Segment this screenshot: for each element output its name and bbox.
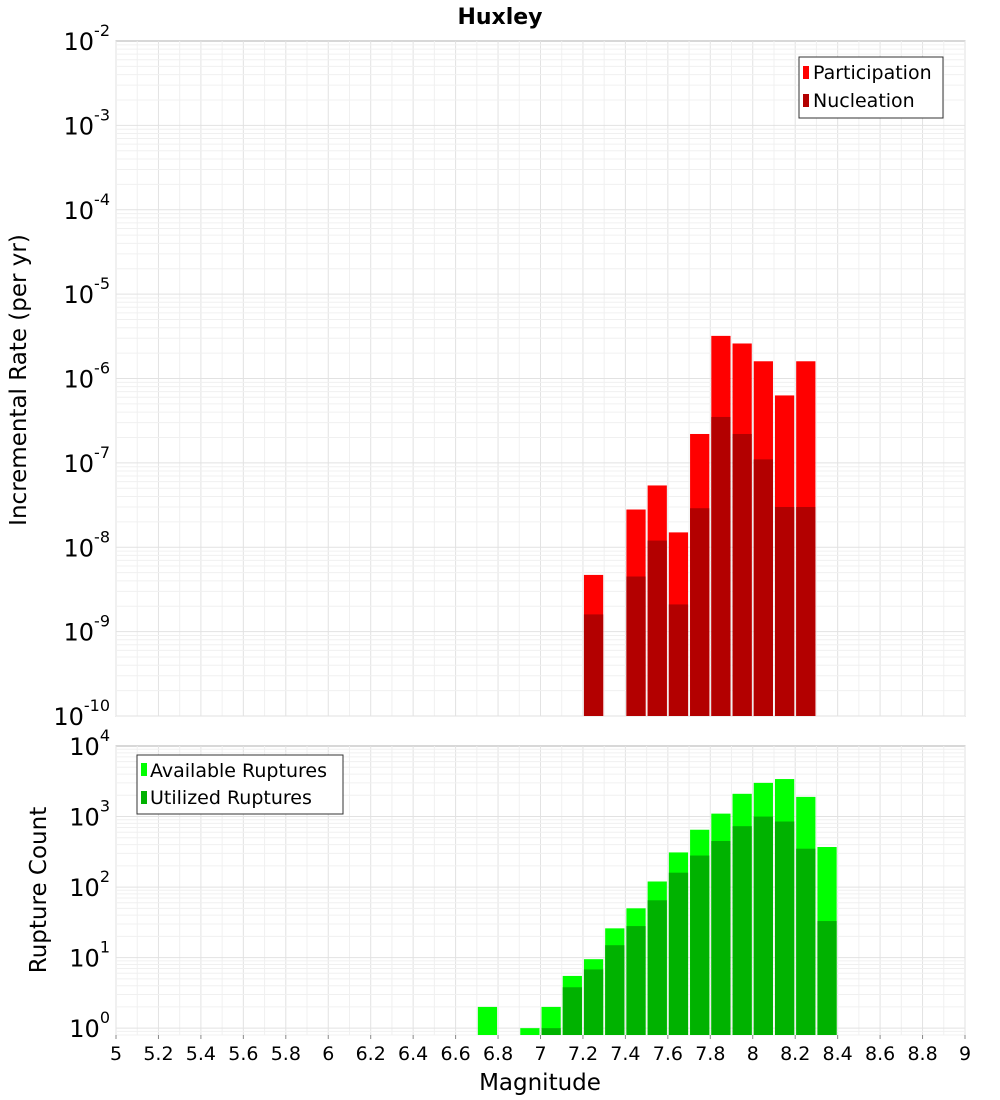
bar-utilized-ruptures xyxy=(774,821,795,1035)
count-panel: 100 101 102 103 104 5 5.2 5.4 5.6 5.8 6 6.2 6.4 6.6 6… xyxy=(26,726,971,1096)
count-y-axis-label: Rupture Count xyxy=(26,807,52,973)
x-tick-label: 5.4 xyxy=(186,1043,216,1065)
bar-nucleation xyxy=(668,604,689,716)
bar-utilized-ruptures xyxy=(732,826,752,1035)
bar-utilized-ruptures xyxy=(711,841,731,1035)
bar-nucleation xyxy=(690,508,710,716)
count-bars xyxy=(477,779,837,1035)
x-tick-label: 6.2 xyxy=(356,1043,386,1065)
legend-label-participation: Participation xyxy=(813,62,932,84)
bar-nucleation xyxy=(753,459,773,716)
y-tick-label: 10-5 xyxy=(64,274,111,309)
y-tick-label: 100 xyxy=(69,1008,110,1043)
x-tick-label: 6 xyxy=(322,1043,334,1065)
bar-utilized-ruptures xyxy=(541,1028,561,1035)
x-tick-label: 8.4 xyxy=(823,1043,853,1065)
legend-swatch-utilized xyxy=(141,791,147,804)
bar-utilized-ruptures xyxy=(562,987,582,1035)
x-tick-label: 5.8 xyxy=(271,1043,301,1065)
y-tick-label: 10-7 xyxy=(64,443,111,478)
count-y-ticks: 100 101 102 103 104 xyxy=(69,726,110,1043)
x-tick-label: 8.8 xyxy=(907,1043,937,1065)
x-axis-label: Magnitude xyxy=(479,1070,601,1096)
bar-nucleation xyxy=(774,506,795,716)
x-tick-label: 5 xyxy=(110,1043,122,1065)
bar-available-ruptures xyxy=(541,1006,561,1035)
bar-nucleation xyxy=(583,614,604,716)
count-legend: Available Ruptures Utilized Ruptures xyxy=(136,754,344,815)
x-tick-label: 7.4 xyxy=(610,1043,640,1065)
x-tick-label: 7.8 xyxy=(695,1043,725,1065)
x-tick-label: 8.6 xyxy=(865,1043,895,1065)
count-x-ticks: 5 5.2 5.4 5.6 5.8 6 6.2 6.4 6.6 6.8 7 7.2 7.4 7.6 7.8 8… xyxy=(110,1035,971,1065)
bar-utilized-ruptures xyxy=(626,926,646,1035)
chart-title: Huxley xyxy=(457,5,542,30)
bar-nucleation xyxy=(626,576,646,716)
bar-nucleation xyxy=(711,416,731,716)
y-tick-label: 10-6 xyxy=(64,359,111,394)
y-tick-label: 10-2 xyxy=(64,21,111,56)
x-tick-label: 5.6 xyxy=(228,1043,258,1065)
x-tick-label: 5.2 xyxy=(143,1043,173,1065)
rate-legend: Participation Nucleation xyxy=(798,56,944,119)
x-tick-label: 7 xyxy=(534,1043,546,1065)
y-tick-label: 103 xyxy=(69,797,110,832)
bar-nucleation xyxy=(732,433,752,716)
bar-utilized-ruptures xyxy=(817,921,837,1035)
legend-label-available: Available Ruptures xyxy=(150,760,327,782)
y-tick-label: 10-4 xyxy=(64,190,111,225)
y-tick-label: 10-3 xyxy=(64,105,111,140)
legend-swatch-nucleation xyxy=(803,94,809,107)
bar-utilized-ruptures xyxy=(690,855,710,1035)
bar-utilized-ruptures xyxy=(605,945,625,1035)
bar-utilized-ruptures xyxy=(753,816,773,1035)
legend-label-utilized: Utilized Ruptures xyxy=(150,787,312,809)
rate-y-axis-label: Incremental Rate (per yr) xyxy=(6,234,32,526)
x-tick-label: 8.2 xyxy=(780,1043,810,1065)
y-tick-label: 10-10 xyxy=(53,696,110,731)
legend-label-nucleation: Nucleation xyxy=(813,90,915,112)
x-tick-label: 7.2 xyxy=(568,1043,598,1065)
bar-nucleation xyxy=(796,506,816,716)
rate-y-ticks: 10-10 10-9 10-8 10-7 10-6 10-5 10-4 10-3 10-2 xyxy=(53,21,110,731)
x-tick-label: 6.8 xyxy=(483,1043,513,1065)
bar-available-ruptures xyxy=(520,1028,540,1035)
bar-utilized-ruptures xyxy=(647,900,667,1035)
bar-nucleation xyxy=(647,540,667,716)
legend-swatch-participation xyxy=(803,66,809,79)
y-tick-label: 104 xyxy=(69,726,110,761)
rate-bars xyxy=(583,335,816,716)
x-tick-label: 7.6 xyxy=(653,1043,683,1065)
rate-legend-box xyxy=(798,56,944,119)
y-tick-label: 10-9 xyxy=(64,612,111,647)
legend-swatch-available xyxy=(141,763,147,776)
x-tick-label: 8 xyxy=(747,1043,759,1065)
y-tick-label: 10-8 xyxy=(64,527,111,562)
bar-utilized-ruptures xyxy=(668,872,689,1035)
x-tick-label: 6.6 xyxy=(440,1043,470,1065)
x-tick-label: 6.4 xyxy=(398,1043,428,1065)
x-tick-label: 9 xyxy=(959,1043,971,1065)
count-legend-box xyxy=(136,754,344,815)
y-tick-label: 101 xyxy=(69,938,110,973)
rate-grid xyxy=(115,41,966,717)
y-tick-label: 102 xyxy=(69,867,110,902)
bar-utilized-ruptures xyxy=(796,848,816,1035)
bar-available-ruptures xyxy=(477,1006,498,1035)
rate-panel: 10-10 10-9 10-8 10-7 10-6 10-5 10-4 10-3 10-2 In… xyxy=(6,21,966,731)
bar-utilized-ruptures xyxy=(583,969,604,1035)
